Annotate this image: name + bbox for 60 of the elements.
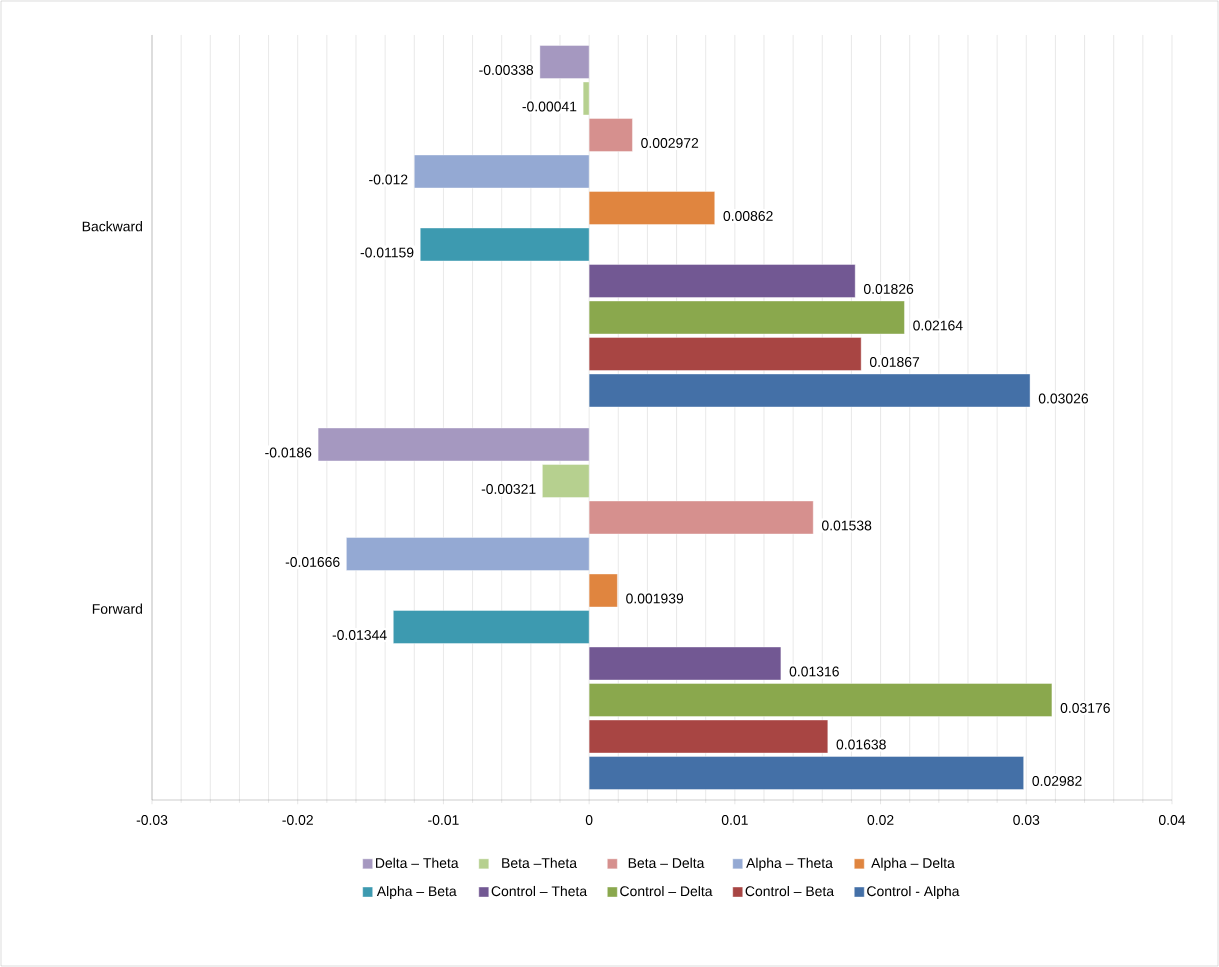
x-tick-label: 0.01 xyxy=(721,815,748,825)
bar xyxy=(414,154,590,189)
bar xyxy=(588,191,715,225)
bar xyxy=(420,227,590,262)
bar xyxy=(346,537,590,571)
legend-label: Delta – Theta xyxy=(376,857,459,868)
bar xyxy=(393,610,590,644)
data-label: -0.00321 xyxy=(481,484,536,494)
legend-label: Alpha – Delta xyxy=(871,857,955,871)
bar xyxy=(588,719,829,754)
legend-label: Control – Delta xyxy=(620,885,713,897)
x-tick-label: -0.03 xyxy=(136,815,168,825)
data-label: -0.01666 xyxy=(285,557,340,567)
legend-label: Beta – Delta xyxy=(628,857,705,868)
y-tick-label: Backward xyxy=(82,221,142,232)
bar xyxy=(317,427,590,462)
bar xyxy=(588,500,814,535)
bar xyxy=(588,756,1024,790)
x-tick-label: 0.02 xyxy=(867,815,894,825)
x-tick-label: 0 xyxy=(585,815,593,825)
data-label: -0.01344 xyxy=(332,630,387,640)
data-label: 0.02164 xyxy=(913,320,963,331)
data-label: 0.01538 xyxy=(821,520,872,531)
data-label: 0.01826 xyxy=(863,284,914,294)
data-label: -0.00338 xyxy=(479,65,534,75)
bar xyxy=(588,646,782,681)
data-label: 0.001939 xyxy=(626,593,684,604)
data-label: 0.02982 xyxy=(1032,776,1082,786)
data-label: 0.00862 xyxy=(723,211,773,221)
legend-label: Alpha – Beta xyxy=(376,885,457,899)
x-tick-label: -0.01 xyxy=(428,815,459,825)
data-label: 0.01867 xyxy=(869,357,920,367)
bar xyxy=(539,45,590,79)
legend-label: Alpha – Theta xyxy=(746,857,833,871)
bar xyxy=(588,573,618,608)
y-tick-label: Forward xyxy=(92,603,142,614)
bar xyxy=(588,373,1031,408)
x-tick-label: -0.02 xyxy=(282,815,313,825)
bar xyxy=(582,81,590,116)
data-label: 0.03176 xyxy=(1060,703,1110,713)
data-label: 0.01316 xyxy=(789,666,839,677)
bar xyxy=(588,118,633,152)
legend-label: Control - Alpha xyxy=(867,885,960,899)
data-label: 0.03026 xyxy=(1038,393,1089,404)
legend-label: Control – Beta xyxy=(745,885,835,897)
legend-label: Control – Theta xyxy=(491,885,588,897)
data-label: -0.012 xyxy=(369,174,408,185)
x-tick-label: 0.04 xyxy=(1158,815,1186,825)
x-tick-label: 0.03 xyxy=(1013,815,1040,825)
data-label: -0.00041 xyxy=(522,101,577,112)
bar xyxy=(588,337,862,371)
data-label: -0.01159 xyxy=(360,247,414,258)
bar xyxy=(588,683,1053,717)
data-label: 0.002972 xyxy=(641,138,699,148)
legend-label: Beta –Theta xyxy=(502,857,578,868)
bar xyxy=(588,300,905,335)
data-label: 0.01638 xyxy=(836,739,886,750)
data-label: -0.0186 xyxy=(265,447,312,458)
bar xyxy=(542,464,590,498)
bar xyxy=(588,264,856,298)
